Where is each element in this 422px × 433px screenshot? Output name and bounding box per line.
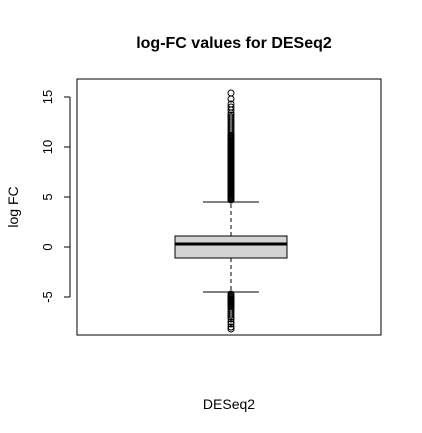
outlier-point	[227, 290, 235, 298]
outlier-point	[227, 89, 235, 97]
y-tick-label: 10	[40, 140, 55, 154]
plot-frame	[76, 78, 382, 336]
y-tick-label: 0	[40, 243, 55, 250]
y-axis-label: log FC	[5, 186, 21, 227]
y-tick-label: -5	[40, 291, 55, 303]
outlier-point	[227, 111, 235, 119]
outlier-point	[227, 103, 235, 111]
outlier-point	[227, 113, 235, 121]
y-axis: -5 0 5 10 15	[40, 90, 71, 303]
outlier-point	[227, 318, 235, 326]
y-tick-label: 5	[40, 193, 55, 200]
box-group	[174, 89, 288, 333]
y-tick-label: 15	[40, 90, 55, 104]
chart-title: log-FC values for DESeq2	[136, 35, 332, 52]
iqr-box	[174, 235, 288, 259]
x-axis-label: DESeq2	[203, 396, 255, 412]
outlier-point	[227, 100, 235, 108]
outlier-point	[227, 320, 235, 328]
outlier-point	[227, 323, 235, 331]
outlier-point	[227, 325, 235, 333]
